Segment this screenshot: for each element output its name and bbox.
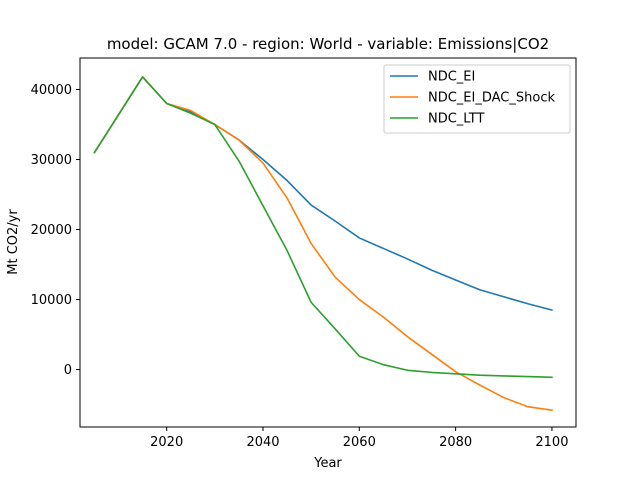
series-line-1 (93, 76, 553, 412)
series-line-0 (93, 76, 553, 312)
y-tick-label-0: 0 (64, 363, 72, 378)
x-tick-label-0: 2020 (150, 435, 183, 450)
y-tick-label-2: 20000 (31, 223, 72, 238)
plot-area-frame (79, 57, 577, 428)
y-tick-label-1: 10000 (31, 293, 72, 308)
legend: NDC_EI NDC_EI_DAC_Shock NDC_LTT (383, 64, 571, 134)
series-lines (93, 76, 553, 412)
x-axis-label: Year (313, 456, 342, 471)
y-axis-ticks: 0 10000 20000 30000 40000 (31, 83, 80, 378)
x-tick-label-4: 2100 (535, 435, 568, 450)
legend-label-1: NDC_EI_DAC_Shock (428, 91, 555, 106)
x-axis-ticks: 2020 2040 2060 2080 2100 (150, 427, 568, 450)
y-tick-label-3: 30000 (31, 153, 72, 168)
x-tick-label-2: 2060 (343, 435, 376, 450)
legend-label-0: NDC_EI (428, 70, 475, 85)
x-tick-label-1: 2040 (246, 435, 279, 450)
legend-label-2: NDC_LTT (428, 112, 484, 127)
chart-title: model: GCAM 7.0 - region: World - variab… (107, 35, 549, 53)
legend-box (383, 64, 571, 134)
y-axis-label: Mt CO2/yr (6, 209, 21, 275)
y-tick-label-4: 40000 (31, 83, 72, 98)
x-tick-label-3: 2080 (439, 435, 472, 450)
series-line-2 (93, 76, 553, 379)
